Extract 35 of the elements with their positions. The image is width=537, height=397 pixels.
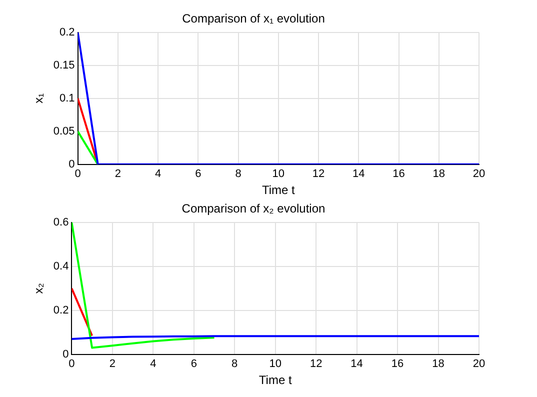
x-tick-label: 2 <box>109 358 116 370</box>
x-tick-label: 4 <box>154 168 162 180</box>
x-tick-label: 6 <box>195 168 202 180</box>
x-tick-label: 4 <box>150 358 156 370</box>
x-tick-label: 6 <box>190 358 197 370</box>
x-tick-label: 10 <box>269 358 282 370</box>
y-tick-label: 0.2 <box>60 26 75 38</box>
y-tick-label: 0.6 <box>53 216 69 228</box>
chart-title: Comparison of x₂ evolution <box>182 202 326 216</box>
x-tick-label: 8 <box>232 358 238 370</box>
x-tick-label: 2 <box>114 168 121 180</box>
x-tick-label: 14 <box>350 358 363 370</box>
y-tick-label: 0 <box>62 348 69 360</box>
x-tick-label: 12 <box>312 168 325 180</box>
y-axis-title: x₂ <box>32 282 46 294</box>
x-axis-title: Time t <box>258 373 292 388</box>
x-tick-label: 16 <box>391 358 404 370</box>
x-tick-label: 20 <box>472 358 486 370</box>
x-tick-label: 16 <box>392 168 405 180</box>
y-tick-label: 0.05 <box>53 125 75 138</box>
y-tick-label: 0.4 <box>53 260 69 272</box>
y-tick-label: 0.2 <box>53 304 69 316</box>
chart-title: Comparison of x₁ evolution <box>182 12 325 26</box>
x-tick-label: 8 <box>235 168 242 180</box>
y-axis-title: x₁ <box>32 93 46 104</box>
x-tick-label: 18 <box>432 168 446 180</box>
x-tick-label: 10 <box>272 168 285 180</box>
x-axis-title: Time t <box>262 183 296 198</box>
x-tick-label: 12 <box>310 358 322 370</box>
y-tick-label: 0.1 <box>60 92 75 104</box>
y-tick-label: 0 <box>68 158 75 170</box>
y-tick-label: 0.15 <box>53 59 75 72</box>
x-tick-label: 20 <box>472 168 486 180</box>
x-tick-label: 14 <box>352 168 365 180</box>
x-tick-label: 18 <box>432 358 444 370</box>
